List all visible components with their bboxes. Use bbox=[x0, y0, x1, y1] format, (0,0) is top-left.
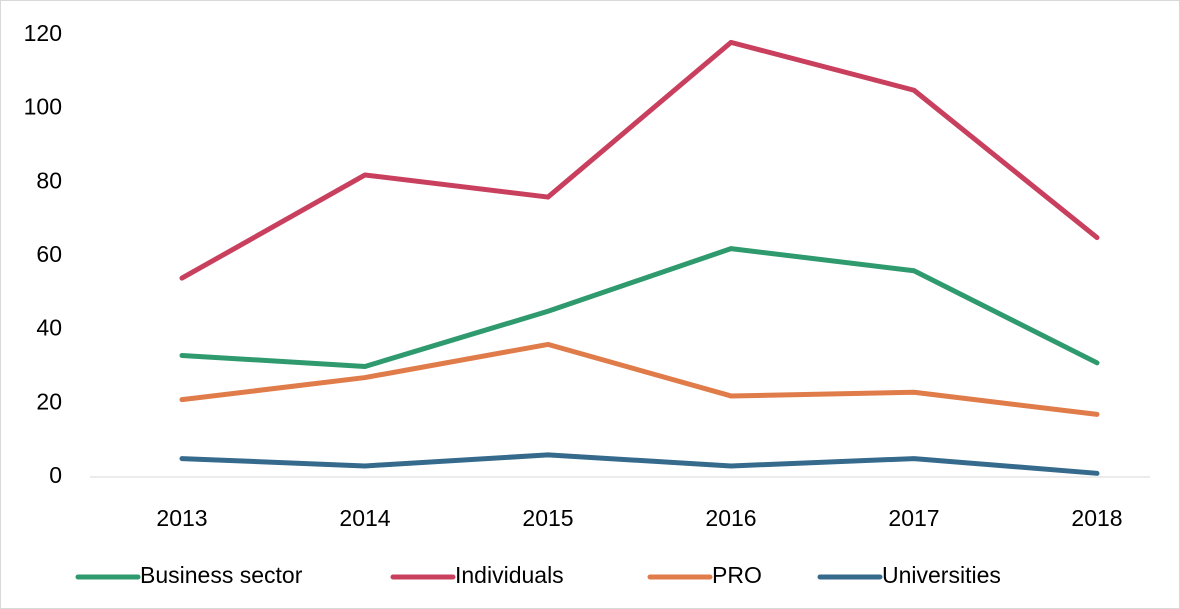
series-line bbox=[179, 341, 1100, 417]
legend-label: PRO bbox=[712, 562, 762, 588]
legend-label: Business sector bbox=[140, 562, 303, 588]
y-tick-label: 40 bbox=[36, 315, 62, 341]
y-tick-label: 60 bbox=[36, 241, 62, 267]
x-tick-label: 2014 bbox=[339, 505, 390, 531]
y-tick-label: 20 bbox=[36, 388, 62, 414]
x-tick-label: 2017 bbox=[888, 505, 939, 531]
series-line bbox=[179, 452, 1100, 476]
x-tick-label: 2015 bbox=[522, 505, 573, 531]
y-tick-label: 120 bbox=[24, 20, 62, 46]
x-tick-label: 2013 bbox=[156, 505, 207, 531]
x-tick-label: 2018 bbox=[1071, 505, 1122, 531]
x-tick-label: 2016 bbox=[705, 505, 756, 531]
y-tick-label: 100 bbox=[24, 94, 62, 120]
legend-label: Individuals bbox=[455, 562, 564, 588]
series-line bbox=[179, 39, 1100, 281]
y-tick-label: 0 bbox=[49, 462, 62, 488]
legend-label: Universities bbox=[882, 562, 1001, 588]
series-line bbox=[179, 246, 1100, 369]
y-tick-label: 80 bbox=[36, 167, 62, 193]
